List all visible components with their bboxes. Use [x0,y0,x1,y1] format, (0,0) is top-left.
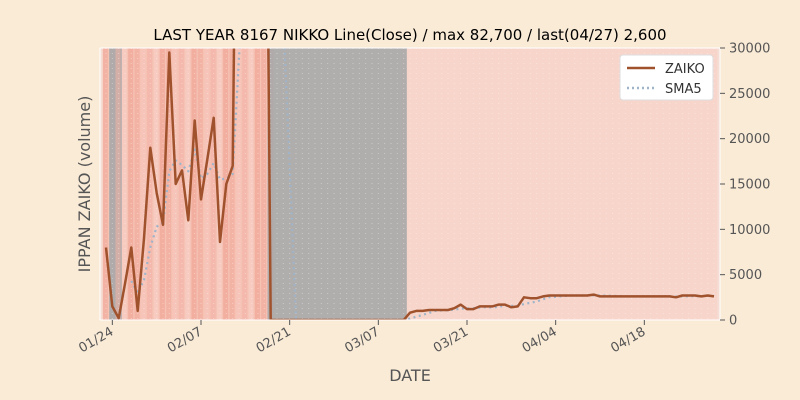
background-stripe [147,48,153,320]
y-tick-label: 20000 [729,132,770,147]
legend: ZAIKO SMA5 [619,54,714,101]
series-lines [104,48,715,320]
legend-zaiko-label: ZAIKO [665,62,705,77]
y-axis: 0 5000 10000 15000 20000 25000 30000 [720,42,770,329]
series-line-zaiko [104,48,715,320]
background-stripe [185,48,191,320]
background-stripe [261,48,267,320]
y-axis-label: IPPAN ZAIKO (volume) [75,96,94,273]
y-tick-label: 25000 [729,87,770,102]
background-stripe [229,48,235,320]
x-axis-label: DATE [389,366,431,385]
y-tick-label: 0 [729,314,737,329]
background-stripe [121,48,127,320]
background-stripe [254,48,260,320]
background-stripe [134,48,140,320]
legend-sma5-label: SMA5 [665,82,702,97]
band-dot-pattern [105,48,715,320]
background-stripe [242,48,248,320]
background-stripe [235,48,241,320]
background-stripe [159,48,165,320]
background-stripe [128,48,134,320]
background-stripe [178,48,184,320]
background-stripe [102,48,108,320]
y-tick-label: 15000 [729,178,770,193]
background-band [267,48,407,320]
background-stripe [204,48,210,320]
background-stripe [248,48,254,320]
y-tick-label: 30000 [729,42,770,57]
y-tick-label: 10000 [729,223,770,238]
background-stripe [210,48,216,320]
plot-area [99,47,721,321]
y-tick-label: 5000 [729,268,762,283]
background-stripe [216,48,222,320]
background-stripe [140,48,146,320]
background-stripe [191,48,197,320]
background-stripe [115,48,121,320]
chart-title: LAST YEAR 8167 NIKKO Line(Close) / max 8… [153,26,666,44]
background-stripe [166,48,172,320]
